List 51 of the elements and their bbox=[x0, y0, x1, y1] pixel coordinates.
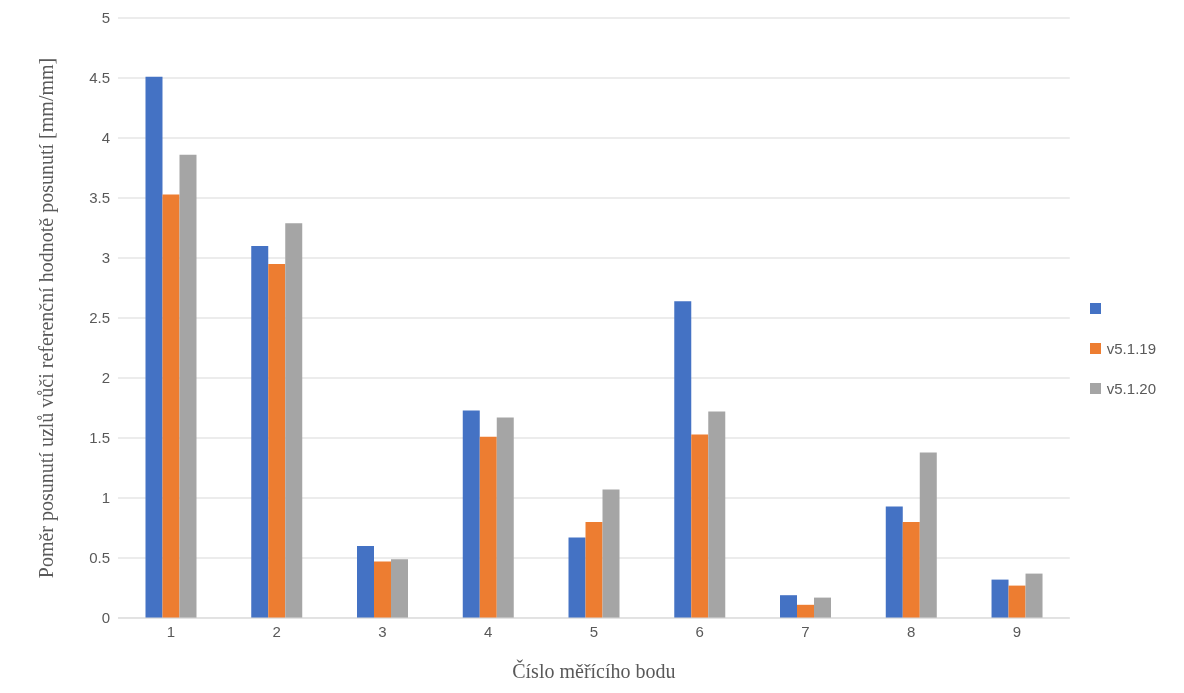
bar bbox=[902, 522, 920, 618]
bar bbox=[145, 76, 163, 618]
bar bbox=[585, 522, 603, 618]
y-tick-label: 0 bbox=[101, 609, 110, 627]
bar bbox=[479, 436, 497, 618]
x-tick-label: 7 bbox=[801, 622, 810, 640]
y-tick-label: 0.5 bbox=[89, 549, 110, 567]
y-tick-label: 3 bbox=[101, 249, 110, 267]
bar bbox=[1008, 585, 1026, 618]
x-tick-label: 4 bbox=[483, 622, 493, 640]
legend-label: v5.1.20 bbox=[1106, 379, 1156, 397]
x-axis-title: Číslo měřícího bodu bbox=[512, 659, 676, 682]
y-tick-label: 2 bbox=[101, 369, 110, 387]
y-tick-label: 4.5 bbox=[89, 69, 110, 87]
bar bbox=[568, 537, 586, 618]
bar bbox=[251, 246, 269, 618]
y-tick-label: 4 bbox=[101, 129, 110, 147]
bar bbox=[179, 154, 197, 618]
y-tick-label: 5 bbox=[101, 9, 110, 27]
bar bbox=[374, 561, 391, 618]
bar bbox=[885, 506, 903, 618]
bar bbox=[162, 194, 180, 618]
y-tick-label: 2.5 bbox=[89, 309, 110, 327]
bar bbox=[708, 411, 726, 618]
bar bbox=[391, 559, 408, 618]
y-tick-label: 1.5 bbox=[89, 429, 110, 447]
x-tick-label: 6 bbox=[695, 622, 704, 640]
y-axis-title: Poměr posunutí uzlů vůči referenční hodnotě posunutí [mm/mm] bbox=[35, 57, 59, 579]
bar bbox=[919, 452, 937, 618]
x-tick-label: 8 bbox=[906, 622, 916, 640]
x-tick-label: 2 bbox=[272, 622, 281, 640]
y-tick-label: 3.5 bbox=[89, 189, 110, 207]
bar bbox=[602, 489, 620, 618]
x-tick-label: 3 bbox=[378, 622, 387, 640]
bar bbox=[780, 595, 798, 618]
bar bbox=[496, 417, 514, 618]
x-tick-label: 5 bbox=[589, 622, 599, 640]
x-tick-label: 9 bbox=[1012, 622, 1022, 640]
bar bbox=[814, 597, 832, 618]
x-tick-label: 1 bbox=[166, 622, 176, 640]
bar bbox=[268, 264, 286, 618]
bar bbox=[357, 546, 374, 618]
bar bbox=[674, 301, 692, 618]
bar bbox=[462, 410, 480, 618]
bar bbox=[797, 604, 815, 618]
bar bbox=[1025, 573, 1043, 618]
bar bbox=[691, 434, 709, 618]
legend-label: v5.1.19 bbox=[1106, 339, 1156, 357]
bar bbox=[991, 579, 1009, 618]
bar bbox=[285, 223, 303, 618]
y-tick-label: 1 bbox=[101, 489, 110, 507]
